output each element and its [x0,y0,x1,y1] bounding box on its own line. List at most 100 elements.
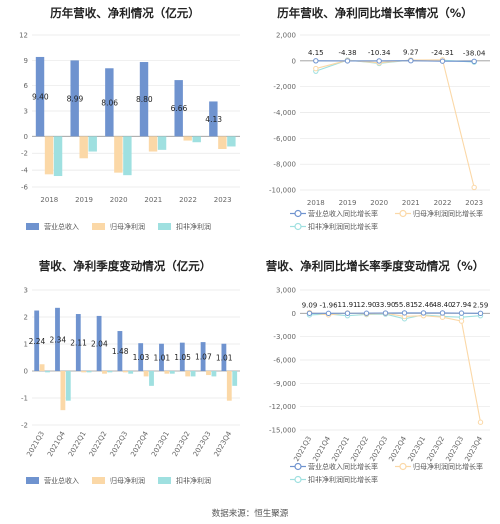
series-line [315,59,475,188]
legend-marker [294,222,302,231]
data-label: 6.66 [171,104,188,113]
data-label: 1.05 [174,353,191,362]
data-label: 2.24 [29,337,46,346]
data-label: -4.38 [338,49,356,57]
data-point [420,310,427,316]
data-point [401,310,408,316]
chart-title: 营收、净利季度变动情况（亿元） [38,259,212,273]
bar [79,136,88,159]
bar [143,371,149,377]
x-tick-label: 2022Q3 [109,430,130,458]
bar [157,136,167,150]
bar [179,342,185,371]
y-tick-label: -1 [21,395,28,403]
data-label: 55.81 [394,301,414,309]
y-tick-label: 0 [292,57,296,65]
data-label: 1.03 [133,353,150,362]
bar [174,80,183,137]
y-tick-label: 1 [24,341,28,349]
data-label: 1.07 [195,353,212,362]
data-point [439,310,446,316]
data-label: -10.34 [368,49,391,57]
bar [44,136,54,175]
data-point [439,314,446,320]
bar [107,371,113,373]
series-line [309,313,481,320]
y-tick-label: -4,000 [273,109,296,117]
data-label: 2.04 [91,339,108,348]
bar [221,343,227,371]
y-tick-label: -6,000 [273,135,296,143]
bar [39,364,45,371]
data-point [471,58,477,65]
x-tick-label: 2021 [144,196,162,204]
data-label: 8.99 [67,94,84,103]
x-tick-label: 2022Q1 [330,435,351,463]
chart-title: 历年营收、净利情况（亿元） [50,6,200,20]
bar [65,371,71,401]
data-point [477,419,484,425]
data-point [363,310,370,316]
data-label: 33.90 [375,301,395,309]
data-label: 48.40 [432,301,452,309]
data-label: 2.11 [70,339,87,348]
y-tick-label: -3,000 [273,333,296,341]
legend-label: 扣非净利润 [176,222,211,231]
annual-amount-chart: -6 -4 -2 0 3 6 9 12 2018 2019 2020 2021 2022 2023 9.40… [19,32,240,231]
data-label: -24.31 [431,49,454,57]
legend-swatch [26,477,39,484]
x-tick-label: 2018 [307,199,325,207]
legend-label: 扣非净利润 [176,476,211,485]
data-label: 27.94 [451,301,472,309]
x-tick-label: 2023Q4 [463,435,484,464]
data-label: -1.96 [319,301,338,309]
bar [88,136,97,152]
bar [45,371,50,373]
data-label: 1.48 [112,347,129,356]
legend-swatch [92,477,105,484]
data-label: 52.46 [413,301,434,309]
bar [209,101,218,137]
bar [169,371,175,374]
data-label: 9.09 [302,301,318,309]
y-tick-label: 0 [24,368,28,376]
data-point [344,58,351,64]
legend-label: 营业总收入同比增长率 [308,209,378,218]
bar [128,371,134,374]
bar [183,136,192,141]
bar [232,371,238,386]
data-label: 8.80 [136,95,153,104]
x-tick-label: 2023 [465,199,483,207]
data-point [344,310,351,316]
y-tick-label: -9,000 [273,380,296,388]
data-point [306,310,313,316]
bar [190,371,196,377]
x-tick-label: 2021Q3 [292,435,313,463]
series-line [315,60,475,62]
legend-swatch [26,223,39,230]
y-tick-label: 0 [292,310,296,318]
quarterly-growth-chart: -15,000 -12,000 -9,000 -6,000 -3,000 0 3,000 20… [269,287,490,484]
legend-label: 归母净利润同比增长率 [413,209,483,218]
y-tick-label: -2 [21,422,28,430]
legend-marker [294,209,302,218]
bar [122,371,128,373]
x-tick-label: 2023Q1 [406,435,427,463]
y-tick-label: -2 [21,150,28,158]
legend-label: 扣非净利润同比增长率 [308,475,378,484]
bar [149,371,154,386]
data-label: 1.01 [216,353,233,362]
legend-swatch [158,223,171,230]
x-tick-label: 2023Q3 [192,430,213,458]
legend-label: 营业总收入 [44,476,79,485]
legend-swatch [92,223,105,230]
x-tick-label: 2023Q2 [171,430,192,458]
bar [192,136,201,143]
data-label: 9.27 [403,49,419,57]
bar [114,136,123,173]
bar [185,371,191,377]
data-point [471,184,477,191]
data-label: 9.40 [32,93,49,102]
x-tick-label: 2021Q4 [311,435,332,464]
